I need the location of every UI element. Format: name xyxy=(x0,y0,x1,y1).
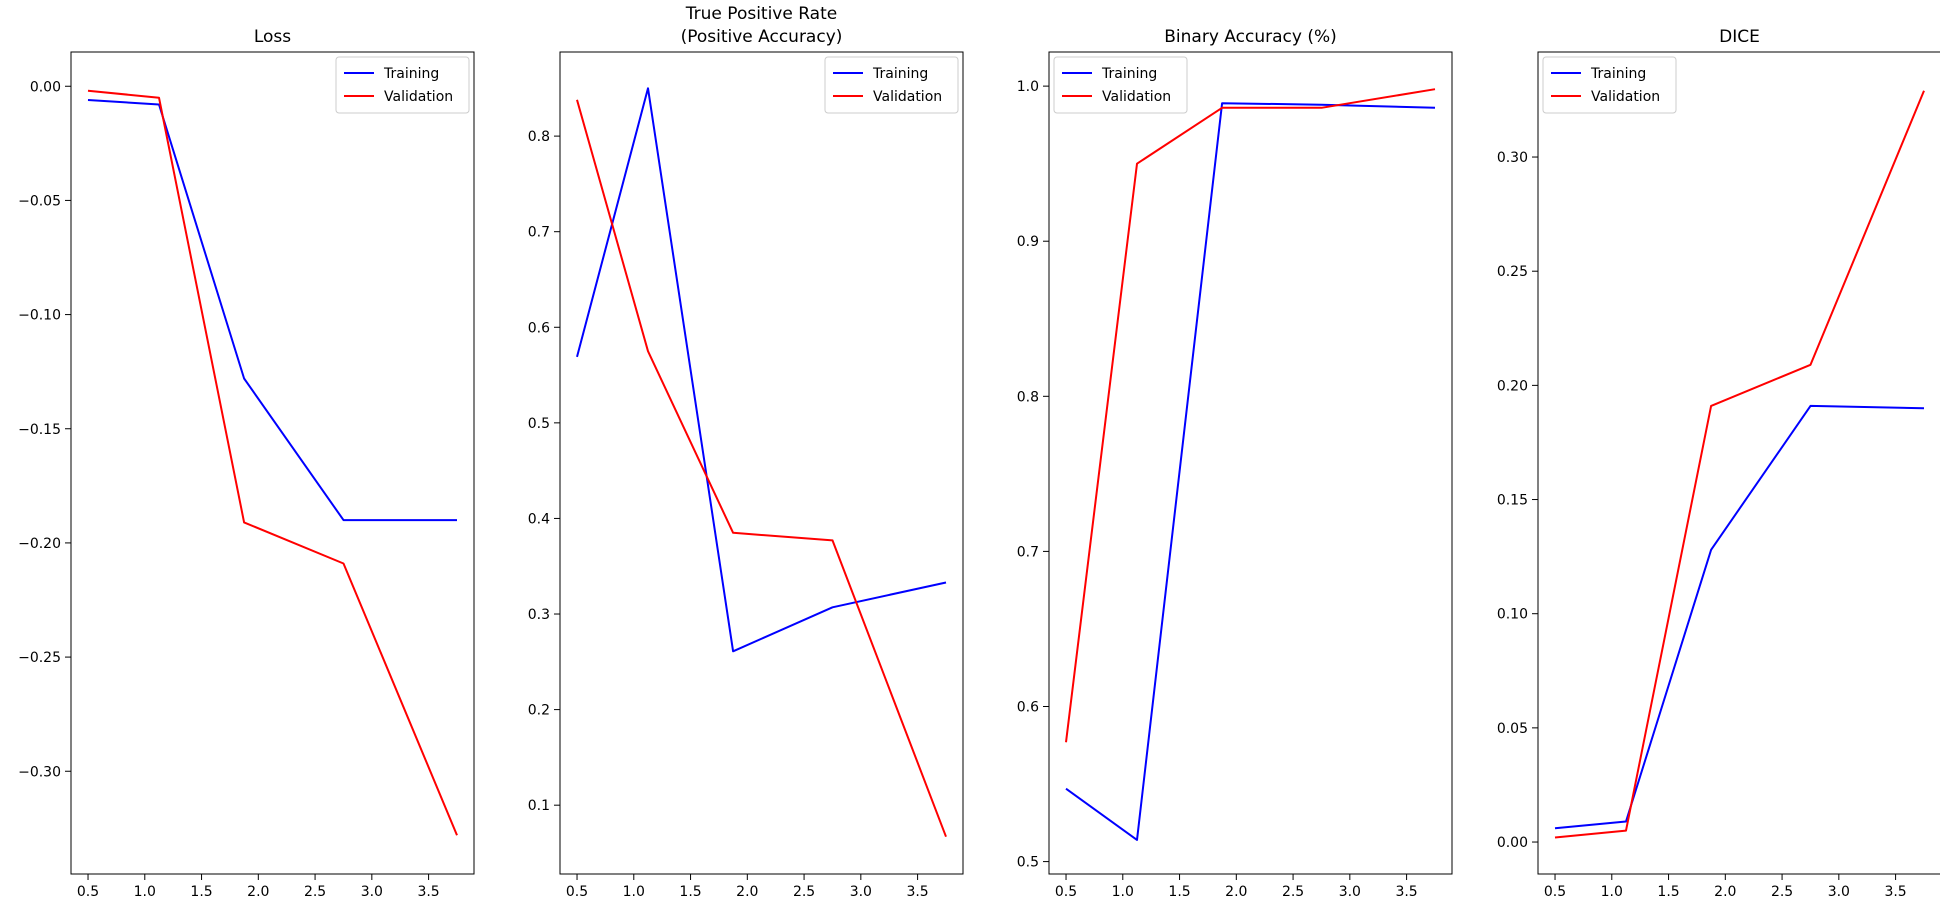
y-tick-label: 0.05 xyxy=(1497,721,1528,737)
legend-label: Validation xyxy=(1102,89,1171,105)
y-tick-label: 0.9 xyxy=(1017,234,1039,250)
y-tick-label: 0.3 xyxy=(528,607,550,623)
x-tick-label: 3.0 xyxy=(850,884,872,900)
chart-title: DICE xyxy=(1719,27,1760,47)
y-tick-label: 0.00 xyxy=(1497,835,1528,851)
legend-box xyxy=(1542,56,1677,114)
legend-box xyxy=(824,56,959,114)
x-tick-label: 2.5 xyxy=(1771,884,1793,900)
y-tick-label: 0.8 xyxy=(1017,389,1039,405)
series-line-training xyxy=(1065,102,1436,841)
y-tick-label: 0.5 xyxy=(1017,855,1039,871)
x-tick-label: 2.0 xyxy=(1225,884,1247,900)
legend-label: Validation xyxy=(384,89,453,105)
y-tick-label: 0.15 xyxy=(1497,493,1528,509)
legend-box xyxy=(335,56,470,114)
y-tick-label: 0.20 xyxy=(1497,378,1528,394)
chart-title: Loss xyxy=(254,27,291,47)
x-tick-label: 0.5 xyxy=(566,884,588,900)
legend: Training Validation xyxy=(1053,56,1188,114)
y-tick-label: −0.15 xyxy=(18,422,61,438)
true-positive-rate-chart: True Positive Rate (Positive Accuracy) 0… xyxy=(528,4,964,900)
x-tick-label: 0.5 xyxy=(77,884,99,900)
series-line-validation xyxy=(1065,88,1436,743)
y-tick-label: 0.25 xyxy=(1497,264,1528,280)
legend-label: Validation xyxy=(873,89,942,105)
x-tick-label: 1.5 xyxy=(190,884,212,900)
series-line-training xyxy=(576,87,947,653)
y-tick-label: 0.5 xyxy=(528,416,550,432)
y-tick-label: 0.4 xyxy=(528,511,550,527)
x-tick-label: 2.0 xyxy=(1714,884,1736,900)
y-tick-label: 0.1 xyxy=(528,798,550,814)
plot-frame xyxy=(1048,51,1453,875)
x-tick-label: 2.5 xyxy=(793,884,815,900)
x-tick-label: 3.5 xyxy=(1395,884,1417,900)
legend: Training Validation xyxy=(824,56,959,114)
chart-subtitle: (Positive Accuracy) xyxy=(681,27,843,47)
x-tick-label: 3.0 xyxy=(1828,884,1850,900)
y-tick-label: −0.25 xyxy=(18,650,61,666)
y-tick-label: −0.20 xyxy=(18,536,61,552)
y-tick-label: 0.7 xyxy=(528,225,550,241)
loss-chart: Loss 0.5 1.0 1.5 2.0 2.5 3.0 3.5 0.00 −0.05 −0.10… xyxy=(18,27,475,900)
series-line-training xyxy=(87,99,457,522)
legend: Training Validation xyxy=(335,56,470,114)
legend-label: Validation xyxy=(1591,89,1660,105)
series-line-validation xyxy=(576,99,947,838)
y-tick-label: 0.8 xyxy=(528,129,550,145)
x-tick-label: 3.5 xyxy=(906,884,928,900)
x-tick-label: 3.0 xyxy=(1339,884,1361,900)
y-tick-label: 0.2 xyxy=(528,703,550,719)
x-tick-label: 2.0 xyxy=(736,884,758,900)
x-tick-label: 0.5 xyxy=(1544,884,1566,900)
y-tick-label: 0.6 xyxy=(1017,699,1039,715)
binary-accuracy-chart: Binary Accuracy (%) 0.5 1.0 1.5 2.0 2.5 3.0 3.… xyxy=(1017,27,1453,900)
x-tick-label: 2.5 xyxy=(304,884,326,900)
x-tick-label: 1.5 xyxy=(1168,884,1190,900)
x-tick-label: 1.0 xyxy=(1601,884,1623,900)
legend-label: Training xyxy=(872,66,928,82)
series-line-validation xyxy=(87,89,458,836)
x-tick-label: 1.5 xyxy=(679,884,701,900)
x-tick-label: 2.5 xyxy=(1282,884,1304,900)
legend-label: Training xyxy=(383,66,439,82)
x-tick-label: 1.0 xyxy=(1112,884,1134,900)
y-tick-label: 0.10 xyxy=(1497,607,1528,623)
legend-label: Training xyxy=(1590,66,1646,82)
chart-title: Binary Accuracy (%) xyxy=(1164,27,1336,47)
plot-frame xyxy=(559,51,964,875)
x-tick-label: 3.5 xyxy=(417,884,439,900)
x-tick-label: 0.5 xyxy=(1055,884,1077,900)
y-tick-label: 1.0 xyxy=(1017,79,1039,95)
chart-title: True Positive Rate xyxy=(685,4,837,24)
y-tick-label: 0.30 xyxy=(1497,150,1528,166)
series-line-validation xyxy=(1554,90,1925,839)
y-tick-label: −0.10 xyxy=(18,308,61,324)
y-tick-label: 0.6 xyxy=(528,320,550,336)
x-tick-label: 3.5 xyxy=(1884,884,1906,900)
y-tick-label: −0.05 xyxy=(18,193,61,209)
y-tick-label: 0.7 xyxy=(1017,544,1039,560)
plot-frame xyxy=(1537,51,1940,875)
x-tick-label: 1.5 xyxy=(1657,884,1679,900)
x-tick-label: 1.0 xyxy=(623,884,645,900)
x-tick-label: 1.0 xyxy=(134,884,156,900)
series-line-training xyxy=(1554,404,1925,830)
x-tick-label: 3.0 xyxy=(361,884,383,900)
legend-box xyxy=(1053,56,1188,114)
y-tick-label: −0.30 xyxy=(18,764,61,780)
legend: Training Validation xyxy=(1542,56,1677,114)
y-tick-label: 0.00 xyxy=(30,79,61,95)
plot-frame xyxy=(70,51,475,875)
dice-chart: DICE 0.5 1.0 1.5 2.0 2.5 3.0 3.5 0.00 0.05 0.10 0.… xyxy=(1497,27,1940,900)
x-tick-label: 2.0 xyxy=(247,884,269,900)
legend-label: Training xyxy=(1101,66,1157,82)
